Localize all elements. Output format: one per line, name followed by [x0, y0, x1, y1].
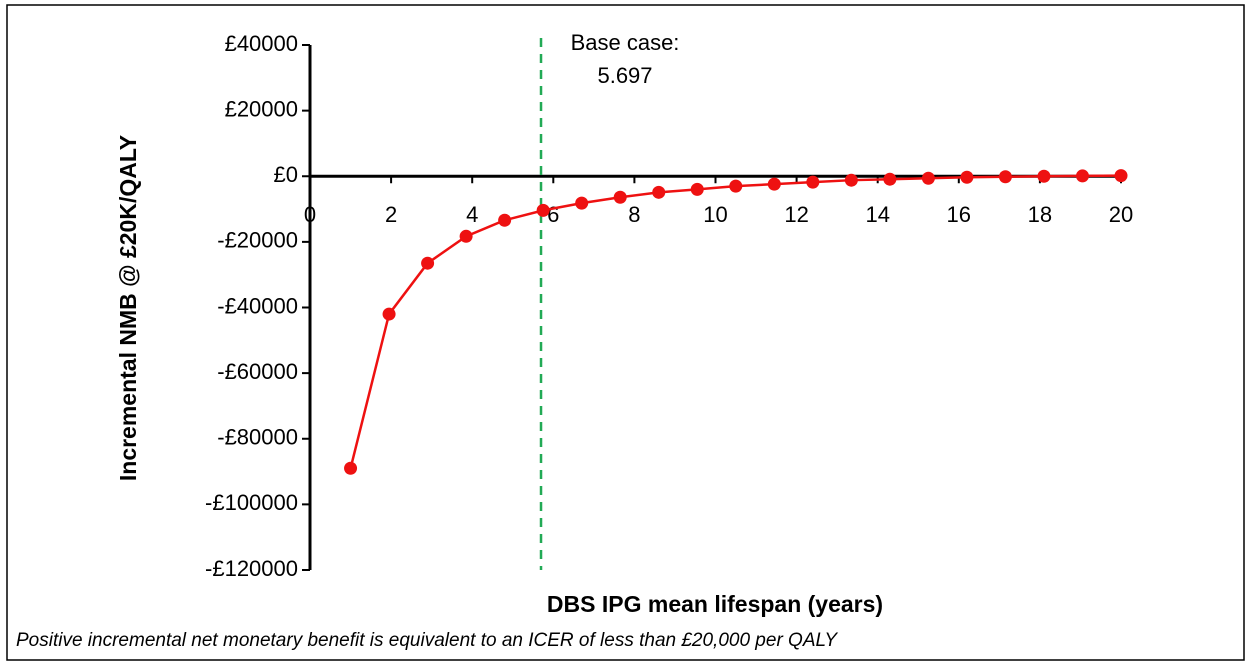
x-tick-label: 20 — [1109, 202, 1133, 227]
data-point — [613, 190, 627, 204]
x-tick-label: 18 — [1028, 202, 1052, 227]
data-point — [1075, 169, 1089, 183]
x-tick-label: 16 — [947, 202, 971, 227]
x-axis-title: DBS IPG mean lifespan (years) — [547, 591, 883, 617]
x-tick-label: 2 — [385, 202, 397, 227]
data-point — [382, 307, 396, 321]
x-tick-label: 6 — [547, 202, 559, 227]
data-point — [729, 179, 743, 193]
data-point — [960, 170, 974, 184]
y-tick-label: -£120000 — [205, 556, 298, 581]
y-tick-label: -£100000 — [205, 490, 298, 515]
footnote: Positive incremental net monetary benefi… — [16, 630, 838, 651]
data-point — [883, 172, 897, 186]
data-point — [498, 213, 512, 227]
y-tick-label: £0 — [274, 162, 298, 187]
y-tick-label: -£80000 — [217, 425, 298, 450]
y-tick-label: -£60000 — [217, 359, 298, 384]
y-tick-label: £40000 — [225, 31, 298, 56]
y-tick-label: -£20000 — [217, 228, 298, 253]
data-point — [806, 175, 820, 189]
frame — [6, 4, 1245, 661]
x-tick-label: 0 — [304, 202, 316, 227]
data-point — [998, 170, 1012, 184]
data-point — [767, 177, 781, 191]
data-point — [652, 185, 666, 199]
data-point — [1037, 169, 1051, 183]
data-point — [844, 173, 858, 187]
x-tick-label: 14 — [865, 202, 889, 227]
data-point — [575, 196, 589, 210]
annotation: Base case: — [571, 30, 680, 55]
data-point — [344, 461, 358, 475]
y-tick-label: -£40000 — [217, 293, 298, 318]
data-point — [459, 229, 473, 243]
data-point — [690, 182, 704, 196]
y-tick-label: £20000 — [225, 96, 298, 121]
x-tick-label: 10 — [703, 202, 727, 227]
x-tick-label: 8 — [628, 202, 640, 227]
data-point — [421, 256, 435, 270]
y-axis-title: Incremental NMB @ £20K/QALY — [115, 135, 141, 481]
data-point — [921, 171, 935, 185]
x-tick-label: 4 — [466, 202, 478, 227]
x-tick-label: 12 — [784, 202, 808, 227]
annotation: 5.697 — [597, 63, 652, 88]
data-point — [1114, 169, 1128, 183]
data-point — [536, 203, 550, 217]
